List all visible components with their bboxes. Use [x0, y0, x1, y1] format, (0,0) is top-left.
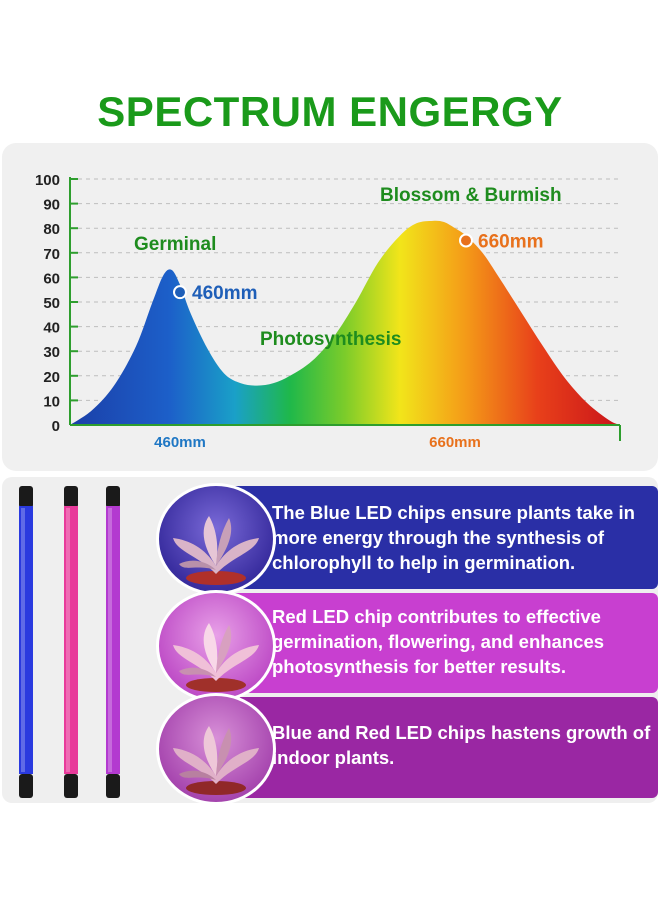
plant-icon	[173, 726, 259, 795]
annotation-photosynthesis: Photosynthesis	[260, 329, 401, 350]
y-tick-label: 90	[43, 197, 60, 214]
plant-photo-combined	[156, 693, 276, 805]
y-tick-label: 70	[43, 246, 60, 263]
annotation-blossom: Blossom & Burmish	[380, 185, 562, 206]
x-tick-label: 660mm	[429, 434, 481, 451]
peak-label: 460mm	[192, 283, 258, 304]
plant-icon	[173, 516, 259, 585]
plant-photo-red	[156, 590, 276, 702]
y-tick-label: 60	[43, 270, 60, 287]
plant-photo-blue	[156, 483, 276, 595]
plant-icon	[173, 623, 259, 692]
peak-label: 660mm	[478, 232, 544, 253]
info-text-red: Red LED chip contributes to effective ge…	[272, 606, 605, 677]
y-tick-label: 30	[43, 344, 60, 361]
info-band-red	[220, 593, 658, 693]
y-tick-label: 40	[43, 320, 60, 337]
x-tick-label: 460mm	[154, 434, 206, 451]
y-tick-label: 100	[35, 172, 60, 189]
info-band-blue	[220, 486, 658, 589]
annotation-germinal: Germinal	[134, 234, 216, 255]
peak-marker	[459, 233, 473, 248]
blue-led-tube	[19, 486, 33, 798]
y-tick-labels: 0 10 20 30 40 50 60 70 80 90 100	[35, 172, 60, 435]
y-tick-label: 0	[52, 418, 60, 435]
y-tick-label: 80	[43, 221, 60, 238]
y-tick-label: 20	[43, 369, 60, 386]
y-tick-label: 10	[43, 393, 60, 410]
info-band-combined	[220, 697, 658, 798]
spectrum-area	[70, 220, 620, 425]
info-text-combined: Blue and Red LED chips hastens growth of…	[272, 722, 651, 768]
pink-led-tube	[64, 486, 78, 798]
spectrum-chart: 0 10 20 30 40 50 60 70 80 90 100 460mm 660mm 460mm 6…	[35, 172, 621, 451]
page-title: SPECTRUM ENGERGY	[97, 88, 563, 135]
purple-led-tube	[106, 486, 120, 798]
y-tick-label: 50	[43, 295, 60, 312]
x-tick-labels: 460mm 660mm	[154, 434, 481, 451]
peak-marker	[173, 285, 187, 300]
peak-markers: 460mm 660mm	[173, 232, 544, 304]
info-text-blue: The Blue LED chips ensure plants take in…	[272, 502, 635, 573]
chart-axes	[69, 177, 621, 441]
